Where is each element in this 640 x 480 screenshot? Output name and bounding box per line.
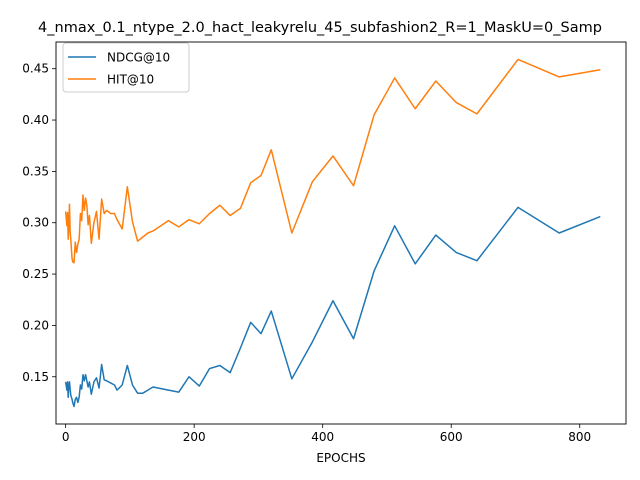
x-axis: 0 200 400 600 800	[62, 424, 591, 444]
y-tick-label: 0.15	[22, 370, 49, 384]
plot-area	[55, 41, 627, 425]
x-tick-label: 800	[568, 430, 591, 444]
series-line-hit-10	[64, 58, 601, 264]
y-tick-label: 0.45	[22, 62, 49, 76]
y-tick-label: 0.20	[22, 318, 49, 332]
series-line-ndcg-10	[64, 206, 601, 408]
y-tick-label: 0.25	[22, 267, 49, 281]
chart-title: 4_nmax_0.1_ntype_2.0_hact_leakyrelu_45_s…	[38, 20, 602, 36]
legend-label: NDCG@10	[107, 51, 170, 65]
series-layer	[64, 58, 601, 408]
y-tick-label: 0.40	[22, 113, 49, 127]
y-axis: 0.15 0.20 0.25 0.30 0.35 0.40 0.45	[22, 62, 56, 384]
x-axis-label: EPOCHS	[316, 451, 365, 465]
y-tick-label: 0.35	[22, 164, 49, 178]
x-tick-label: 400	[311, 430, 334, 444]
x-tick-label: 200	[183, 430, 206, 444]
legend: NDCG@10 HIT@10	[62, 42, 190, 93]
legend-label: HIT@10	[107, 73, 154, 87]
x-tick-label: 600	[440, 430, 463, 444]
x-tick-label: 0	[62, 430, 70, 444]
y-tick-label: 0.30	[22, 216, 49, 230]
